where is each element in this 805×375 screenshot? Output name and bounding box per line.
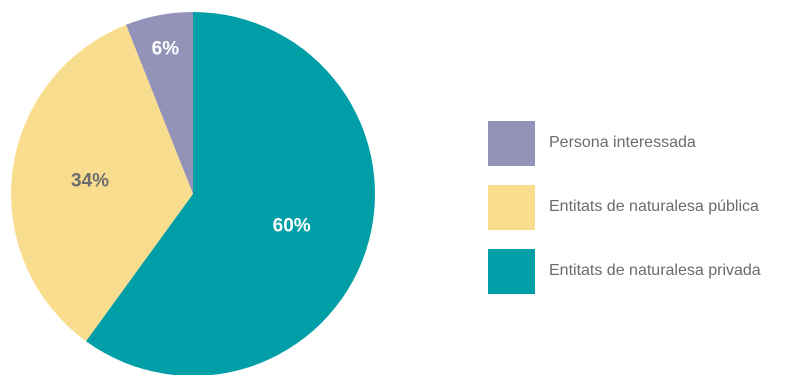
legend-label: Persona interessada: [549, 134, 696, 151]
legend-swatch: [488, 249, 535, 294]
pie-slice: [11, 24, 193, 342]
pie-slice: [86, 12, 375, 375]
legend-label: Entitats de naturalesa pública: [549, 198, 759, 215]
legend-swatch: [488, 185, 535, 230]
pie-slice: [126, 12, 193, 194]
legend-swatch: [488, 121, 535, 166]
slice-value-label: 6%: [152, 39, 180, 60]
slice-value-label: 34%: [71, 170, 109, 191]
legend-label: Entitats de naturalesa privada: [549, 262, 761, 279]
slice-value-label: 60%: [273, 216, 311, 237]
